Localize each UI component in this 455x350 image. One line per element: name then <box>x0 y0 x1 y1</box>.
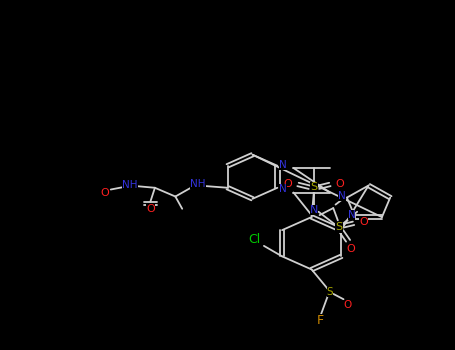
Text: O: O <box>335 180 344 189</box>
Text: N: N <box>339 191 346 201</box>
Text: F: F <box>317 314 324 327</box>
Text: O: O <box>146 204 155 214</box>
Text: NH: NH <box>190 179 206 189</box>
Text: S: S <box>327 287 333 297</box>
Text: N: N <box>279 184 287 194</box>
Text: O: O <box>100 188 109 198</box>
Text: S: S <box>335 223 343 232</box>
Text: N: N <box>348 210 355 220</box>
Text: O: O <box>359 217 368 226</box>
Text: N: N <box>310 205 318 215</box>
Text: Cl: Cl <box>249 233 261 246</box>
Text: O: O <box>343 300 351 309</box>
Text: N: N <box>279 160 287 170</box>
Text: NH: NH <box>122 180 137 190</box>
Text: S: S <box>310 182 318 192</box>
Text: O: O <box>283 180 293 189</box>
Text: O: O <box>346 244 355 253</box>
